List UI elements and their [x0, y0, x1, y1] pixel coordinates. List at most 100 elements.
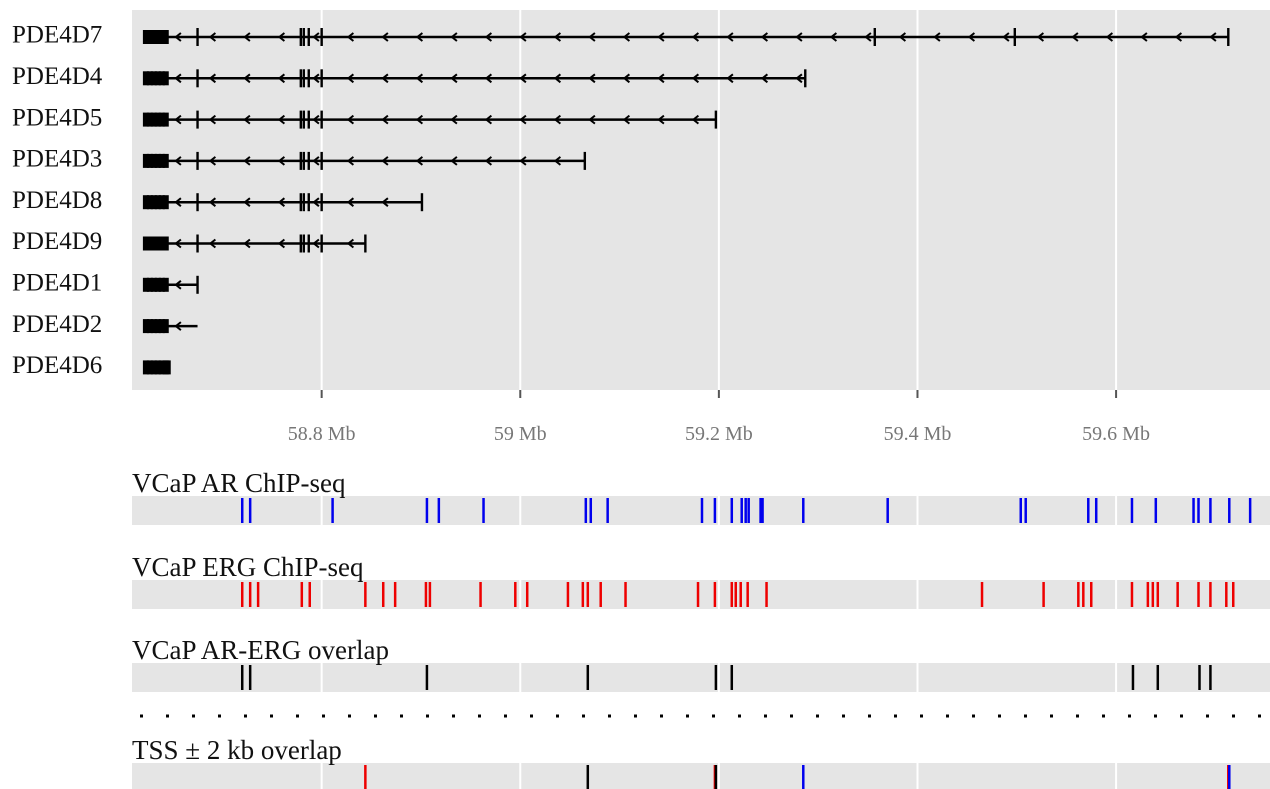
- exon: [302, 193, 305, 212]
- strand-arrow: [208, 73, 217, 84]
- strand-arrow: [622, 73, 631, 84]
- exon: [320, 151, 323, 170]
- transcript-name: PDE4D9: [12, 228, 102, 255]
- x-tick-label: 59.4 Mb: [884, 423, 952, 445]
- exon: [146, 195, 153, 210]
- x-tick-label: 59 Mb: [494, 423, 547, 445]
- exon: [307, 110, 310, 129]
- exon: [150, 360, 157, 375]
- strand-arrow: [243, 114, 251, 125]
- transcript-name: PDE4D2: [12, 311, 102, 338]
- strand-arrow: [208, 32, 217, 42]
- strand-arrow: [208, 114, 217, 125]
- exon: [162, 195, 169, 210]
- exon: [804, 69, 807, 88]
- strand-arrow: [588, 73, 596, 84]
- exon: [142, 277, 149, 292]
- strand-arrow: [1071, 32, 1079, 42]
- exon: [162, 277, 169, 292]
- exon: [158, 360, 165, 375]
- exon: [320, 193, 323, 212]
- strand-arrow: [312, 32, 320, 42]
- exon: [299, 110, 303, 129]
- exon: [714, 110, 718, 129]
- strand-arrow: [553, 32, 562, 42]
- strand-arrow: [829, 32, 838, 42]
- strand-arrow: [450, 73, 458, 84]
- strand-arrow: [519, 114, 527, 125]
- strand-arrow: [657, 73, 665, 84]
- exon: [146, 319, 153, 334]
- transcript-name: PDE4D7: [12, 22, 102, 49]
- strand-arrow: [1105, 32, 1114, 42]
- exon: [158, 30, 165, 44]
- strand-arrow: [277, 197, 286, 207]
- exon: [142, 236, 149, 251]
- strand-arrow: [519, 32, 527, 42]
- x-tick-label: 58.8 Mb: [288, 423, 356, 445]
- exon: [146, 236, 153, 251]
- exon: [196, 275, 199, 294]
- strand-arrow: [174, 238, 182, 249]
- exon: [196, 28, 199, 46]
- exon: [320, 69, 323, 88]
- strand-arrow: [657, 32, 665, 42]
- exon: [873, 28, 876, 46]
- exon: [196, 234, 199, 253]
- strand-arrow: [346, 114, 355, 125]
- exon: [142, 30, 149, 44]
- exon: [196, 193, 199, 212]
- strand-arrow: [553, 156, 562, 166]
- strand-arrow: [243, 32, 251, 42]
- transcript-name: PDE4D6: [12, 352, 102, 379]
- exon: [302, 234, 305, 253]
- strand-arrow: [174, 280, 182, 290]
- strand-arrow: [346, 197, 355, 207]
- strand-arrow: [588, 114, 596, 125]
- exon: [307, 234, 310, 253]
- strand-arrow: [933, 32, 941, 42]
- strand-arrow: [450, 32, 458, 42]
- exon: [150, 112, 157, 127]
- exon: [154, 112, 161, 127]
- strand-arrow: [243, 197, 251, 207]
- exon: [158, 277, 165, 292]
- exon: [158, 236, 165, 251]
- exon: [154, 236, 161, 251]
- x-tick-label: 59.6 Mb: [1082, 423, 1150, 445]
- track-background: [132, 763, 1270, 789]
- exon: [154, 319, 161, 334]
- strand-arrow: [484, 114, 493, 125]
- strand-arrow: [553, 114, 562, 125]
- strand-arrow: [450, 114, 458, 125]
- exon: [302, 110, 305, 129]
- strand-arrow: [346, 32, 355, 42]
- exon: [154, 277, 161, 292]
- strand-arrow: [174, 32, 182, 42]
- strand-arrow: [1140, 32, 1148, 42]
- strand-arrow: [243, 73, 251, 84]
- strand-arrow: [277, 114, 286, 125]
- strand-arrow: [174, 73, 182, 84]
- exon: [158, 195, 165, 210]
- transcript-name: PDE4D5: [12, 104, 102, 131]
- strand-arrow: [243, 238, 251, 249]
- strand-arrow: [174, 114, 182, 125]
- exon: [142, 112, 149, 127]
- strand-arrow: [312, 197, 320, 207]
- strand-arrow: [346, 73, 355, 84]
- exon: [146, 360, 153, 375]
- exon: [146, 153, 153, 168]
- strand-arrow: [415, 73, 424, 84]
- strand-arrow: [795, 32, 803, 42]
- strand-arrow: [415, 114, 424, 125]
- exon: [307, 151, 310, 170]
- transcript-name: PDE4D1: [12, 270, 102, 297]
- strand-arrow: [312, 156, 320, 166]
- exon: [162, 71, 169, 86]
- strand-arrow: [1036, 32, 1045, 42]
- strand-arrow: [484, 32, 493, 42]
- exon: [307, 69, 310, 88]
- exon: [150, 71, 157, 86]
- strand-arrow: [277, 73, 286, 84]
